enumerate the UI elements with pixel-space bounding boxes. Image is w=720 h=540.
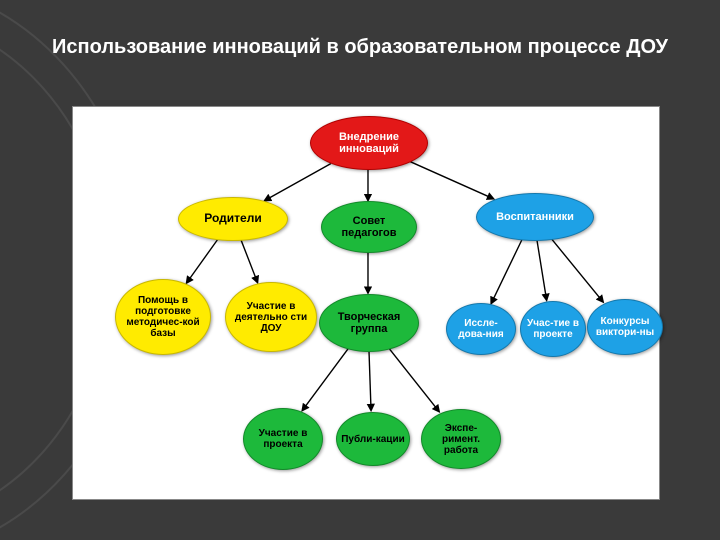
node-root: Внедрение инноваций (310, 116, 428, 170)
node-label: Экспе-римент. работа (426, 423, 496, 456)
node-b3: Конкурсы виктори-ны (587, 299, 663, 355)
node-y1: Помощь в подготовке методичес-кой базы (115, 279, 211, 355)
node-g4: Публи-кации (336, 412, 410, 466)
node-label: Участие в проекта (248, 428, 318, 450)
node-g3: Участие в проекта (243, 408, 323, 470)
node-b2: Учас-тие в проекте (520, 301, 586, 357)
node-parents: Родители (178, 197, 288, 241)
node-g2: Творческая группа (319, 294, 419, 352)
node-label: Родители (204, 212, 261, 225)
node-label: Публи-кации (341, 434, 405, 445)
node-label: Воспитанники (496, 211, 574, 223)
hierarchy-diagram: Внедрение инноваций Родители Совет педагог… (73, 107, 659, 499)
node-label: Совет педагогов (326, 215, 412, 239)
node-label: Творческая группа (324, 311, 414, 335)
node-y2: Участие в деятельно сти ДОУ (225, 282, 317, 352)
node-pupils: Воспитанники (476, 193, 594, 241)
node-council: Совет педагогов (321, 201, 417, 253)
node-label: Иссле-дова-ния (451, 318, 511, 340)
node-label: Конкурсы виктори-ны (592, 316, 658, 338)
node-label: Учас-тие в проекте (525, 318, 581, 340)
node-label: Помощь в подготовке методичес-кой базы (120, 295, 206, 339)
node-label: Участие в деятельно сти ДОУ (230, 301, 312, 334)
node-label: Внедрение инноваций (315, 131, 423, 155)
node-b1: Иссле-дова-ния (446, 303, 516, 355)
diagram-frame: Внедрение инноваций Родители Совет педагог… (72, 106, 660, 500)
node-g5: Экспе-римент. работа (421, 409, 501, 469)
slide-title: Использование инноваций в образовательно… (0, 34, 720, 60)
